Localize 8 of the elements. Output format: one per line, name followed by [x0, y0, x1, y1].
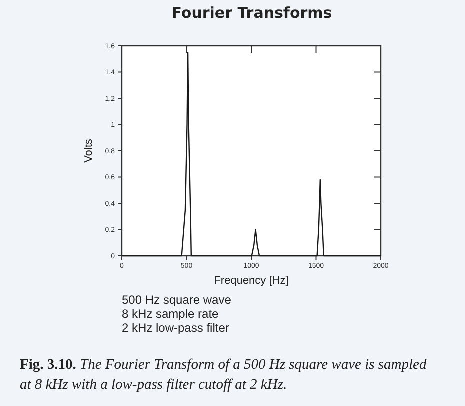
text: 500 Hz square wave	[122, 293, 232, 307]
text: Fig. 3.10. The Fourier Transform of a 500 Hz square wave is sampled at 8 kHz with a low-pass filter cutoff at 2 kHz.	[20, 357, 427, 393]
x-axis-title: Frequency [Hz]	[214, 275, 289, 287]
text: 2 kHz low-pass filter	[122, 321, 230, 335]
line-series	[121, 52, 382, 257]
text: 8 kHz sample rate	[122, 307, 220, 321]
chart-title: Fourier Transforms	[172, 4, 332, 22]
y-axis-title: Volts	[83, 138, 95, 163]
